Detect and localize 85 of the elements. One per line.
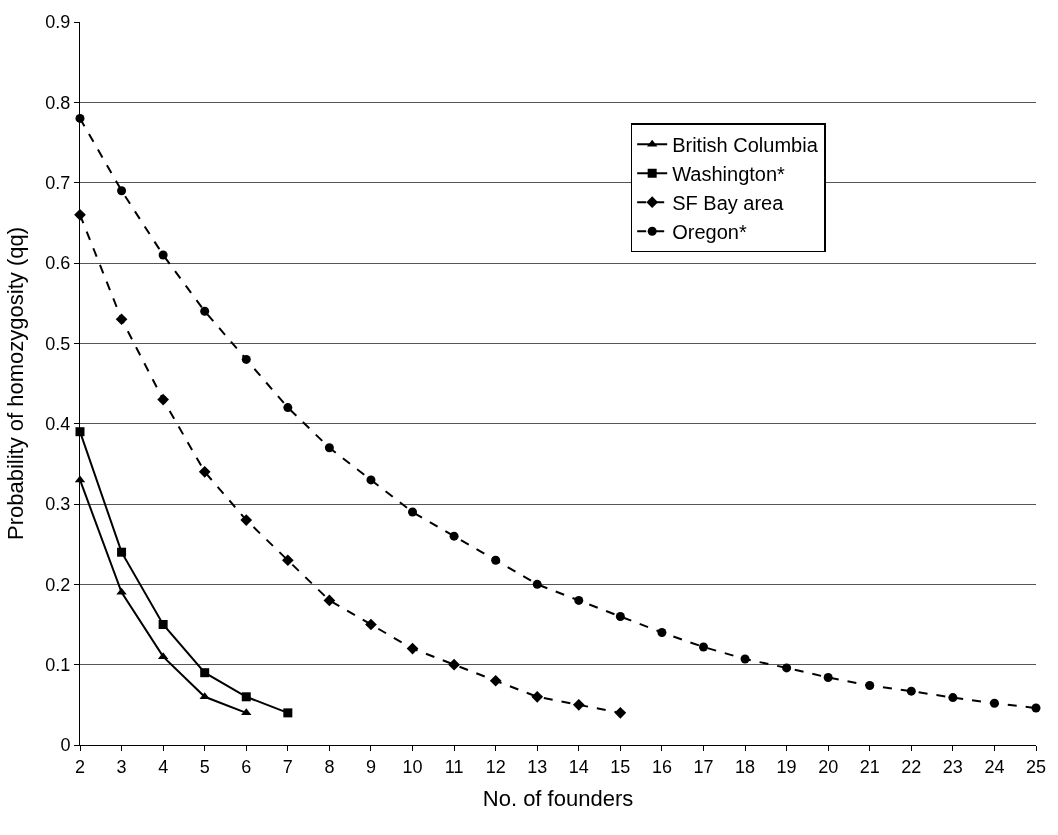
point: [116, 587, 127, 595]
point: [615, 611, 625, 621]
point: [366, 475, 376, 485]
x-tick-label: 12: [485, 756, 506, 777]
x-tick-label: 24: [984, 756, 1005, 777]
point: [74, 208, 86, 221]
y-tick-label: 0.6: [45, 253, 71, 274]
y-tick-label: 0.9: [45, 12, 71, 33]
x-tick-label: 23: [942, 756, 963, 777]
point: [324, 443, 334, 453]
x-tick-label: 16: [651, 756, 672, 777]
legend-label: British Columbia: [672, 134, 819, 157]
x-tick-label: 22: [901, 756, 922, 777]
point: [158, 620, 168, 629]
x-tick-label: 21: [859, 756, 880, 777]
point: [448, 658, 460, 671]
point: [117, 186, 127, 196]
y-tick-label: 0.1: [45, 654, 71, 675]
point: [241, 692, 251, 702]
point: [158, 250, 168, 260]
point: [657, 628, 667, 638]
point: [489, 674, 502, 687]
legend-label: Washington*: [672, 163, 786, 186]
point: [281, 554, 294, 567]
y-tick-label: 0.8: [45, 92, 71, 113]
point: [491, 555, 501, 565]
point: [865, 681, 875, 691]
point: [241, 708, 252, 716]
point: [532, 579, 542, 589]
point: [323, 594, 336, 607]
point: [449, 531, 459, 541]
point: [240, 514, 253, 526]
x-tick-label: 15: [610, 756, 631, 777]
point: [572, 698, 585, 711]
point: [948, 693, 958, 703]
y-tick-label: 0.3: [45, 494, 71, 515]
point: [200, 306, 210, 316]
x-tick-label: 20: [818, 756, 839, 777]
x-tick-label: 5: [199, 756, 210, 777]
point: [117, 547, 127, 557]
point: [241, 354, 251, 364]
point: [1031, 703, 1041, 713]
y-tick-label: 0.2: [45, 574, 71, 595]
x-tick-label: 4: [158, 756, 169, 777]
point: [283, 403, 293, 413]
point: [157, 393, 169, 406]
x-tick-label: 14: [568, 756, 589, 777]
y-axis-title: Probability of homozygosity (qq): [3, 226, 29, 541]
point: [531, 690, 544, 703]
point: [408, 507, 418, 517]
y-tick-label: 0: [60, 735, 71, 756]
x-tick-label: 2: [74, 756, 86, 777]
x-tick-label: 18: [735, 756, 756, 777]
x-tick-label: 8: [324, 756, 335, 777]
point: [698, 642, 708, 652]
y-tick-label: 0.5: [45, 333, 71, 354]
point: [614, 707, 627, 719]
x-tick-label: 11: [444, 756, 464, 777]
point: [574, 595, 584, 605]
point: [740, 654, 750, 664]
legend-label: SF Bay area: [672, 192, 785, 215]
x-tick-label: 9: [365, 756, 376, 777]
point: [115, 313, 128, 326]
x-tick-label: 10: [402, 756, 423, 777]
y-tick-label: 0.7: [45, 172, 71, 193]
point: [989, 698, 999, 708]
x-tick-label: 25: [1025, 756, 1047, 777]
x-tick-label: 3: [116, 756, 127, 777]
x-tick-label: 19: [776, 756, 797, 777]
legend-label: Oregon*: [672, 221, 747, 244]
point: [283, 708, 293, 718]
x-tick-label: 7: [282, 756, 293, 777]
point: [200, 668, 210, 678]
point: [406, 642, 419, 655]
point: [823, 673, 833, 683]
x-tick-label: 6: [241, 756, 252, 777]
point: [199, 692, 210, 700]
x-tick-label: 17: [693, 756, 714, 777]
y-tick-label: 0.4: [45, 413, 71, 434]
x-tick-label: 13: [527, 756, 548, 777]
x-axis-title: No. of founders: [482, 786, 634, 812]
point: [782, 663, 792, 673]
point: [365, 618, 377, 631]
point: [906, 686, 916, 696]
point: [198, 466, 211, 478]
